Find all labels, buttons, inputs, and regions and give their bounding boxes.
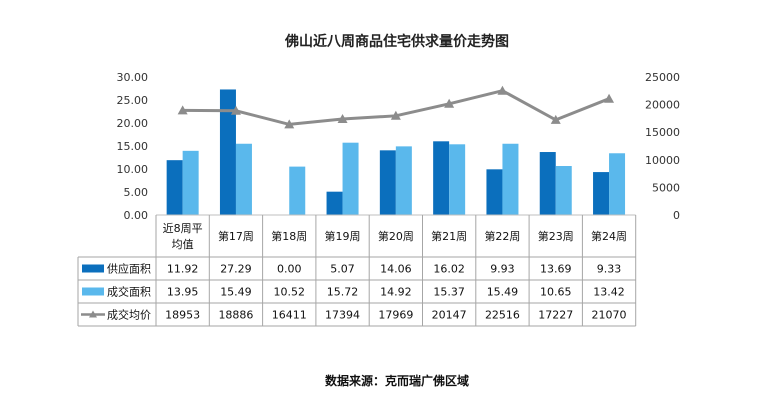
- legend-label: 成交均价: [107, 308, 151, 322]
- bar-deal: [182, 150, 199, 215]
- price-marker: [177, 105, 188, 115]
- x-tick-label: 近8周平均值: [163, 222, 203, 251]
- price-marker: [230, 105, 241, 115]
- table-cell: 10.65: [540, 286, 572, 299]
- bar-deal: [502, 143, 519, 215]
- source-note: 数据来源：克而瑞广佛区域: [325, 373, 469, 388]
- legend-key-marker: [89, 310, 97, 318]
- table-cell: 18953: [165, 309, 200, 322]
- bar-deal: [342, 142, 359, 215]
- x-tick-label: 第18周: [271, 229, 307, 243]
- y-right-tick-label: 10000: [645, 154, 680, 167]
- y-left-tick-label: 30.00: [117, 71, 149, 84]
- price-marker: [444, 98, 455, 108]
- legend-key: [82, 264, 104, 273]
- y-left-tick-label: 20.00: [117, 117, 149, 130]
- table-cell: 15.49: [220, 286, 252, 299]
- table-cell: 16.02: [433, 263, 465, 276]
- x-tick-label: 第24周: [591, 229, 627, 243]
- table-cell: 15.72: [327, 286, 359, 299]
- bar-deal: [395, 146, 412, 215]
- table-cell: 9.33: [597, 263, 622, 276]
- bar-deal: [235, 143, 252, 215]
- table-cell: 14.06: [380, 263, 412, 276]
- table-cell: 0.00: [277, 263, 302, 276]
- table-cell: 11.92: [167, 263, 199, 276]
- table-cell: 22516: [485, 309, 520, 322]
- table-cell: 20147: [432, 309, 467, 322]
- price-marker: [284, 119, 295, 129]
- table-cell: 27.29: [220, 263, 252, 276]
- y-left-tick-label: 10.00: [117, 163, 149, 176]
- legend-key: [82, 287, 104, 296]
- x-tick-label: 第17周: [218, 229, 254, 243]
- bar-deal: [609, 153, 626, 215]
- table-cell: 9.93: [490, 263, 515, 276]
- table-cell: 5.07: [330, 263, 355, 276]
- legend-label: 供应面积: [107, 262, 151, 276]
- bar-supply: [219, 89, 236, 215]
- x-tick-label: 第23周: [538, 229, 574, 243]
- table-cell: 14.92: [380, 286, 412, 299]
- y-right-tick-label: 15000: [645, 126, 680, 139]
- table-cell: 17969: [378, 309, 413, 322]
- bar-deal: [449, 144, 466, 215]
- y-left-tick-label: 0.00: [124, 209, 149, 222]
- y-right-tick-label: 25000: [645, 71, 680, 84]
- table-cell: 17394: [325, 309, 360, 322]
- plot-area: 0.00 5.00 10.00 15.00 20.00 25.00 30.00 0 5000 10…: [117, 71, 681, 222]
- price-marker: [604, 93, 615, 103]
- y-left-tick-label: 15.00: [117, 140, 149, 153]
- bar-deal: [555, 166, 572, 215]
- price-marker: [390, 110, 401, 120]
- bar-deal: [289, 166, 306, 215]
- price-marker: [337, 113, 348, 123]
- table-cell: 13.42: [593, 286, 625, 299]
- table-cell: 15.37: [433, 286, 465, 299]
- bar-supply: [486, 169, 503, 215]
- x-tick-label: 第21周: [431, 229, 467, 243]
- table-cell: 13.69: [540, 263, 572, 276]
- x-tick-label: 第19周: [325, 229, 361, 243]
- table-cell: 17227: [538, 309, 573, 322]
- x-tick-label: 第22周: [484, 229, 520, 243]
- chart-title: 佛山近八周商品住宅供求量价走势图: [284, 33, 509, 50]
- y-left-tick-label: 25.00: [117, 94, 149, 107]
- legend-label: 成交面积: [107, 285, 151, 299]
- table-cell: 18886: [218, 309, 253, 322]
- bar-supply: [166, 160, 183, 215]
- bar-supply: [379, 150, 396, 215]
- bar-supply: [593, 172, 610, 215]
- y-left-tick-label: 5.00: [124, 186, 149, 199]
- bar-supply: [433, 141, 450, 215]
- table-cell: 13.95: [167, 286, 199, 299]
- y-right-tick-label: 5000: [652, 181, 680, 194]
- table-cell: 10.52: [274, 286, 306, 299]
- table-cell: 15.49: [487, 286, 519, 299]
- data-table: 近8周平均值 第17周 第18周 第19周 第20周 第21周 第22周 第23周 第24周供应…: [77, 215, 637, 327]
- bar-supply: [326, 191, 343, 215]
- price-marker: [550, 114, 561, 124]
- table-cell: 16411: [272, 309, 307, 322]
- y-right-tick-label: 0: [673, 209, 680, 222]
- x-tick-label: 第20周: [378, 229, 414, 243]
- price-marker: [497, 85, 508, 95]
- bar-supply: [539, 152, 556, 215]
- y-right-tick-label: 20000: [645, 99, 680, 112]
- table-cell: 21070: [592, 309, 627, 322]
